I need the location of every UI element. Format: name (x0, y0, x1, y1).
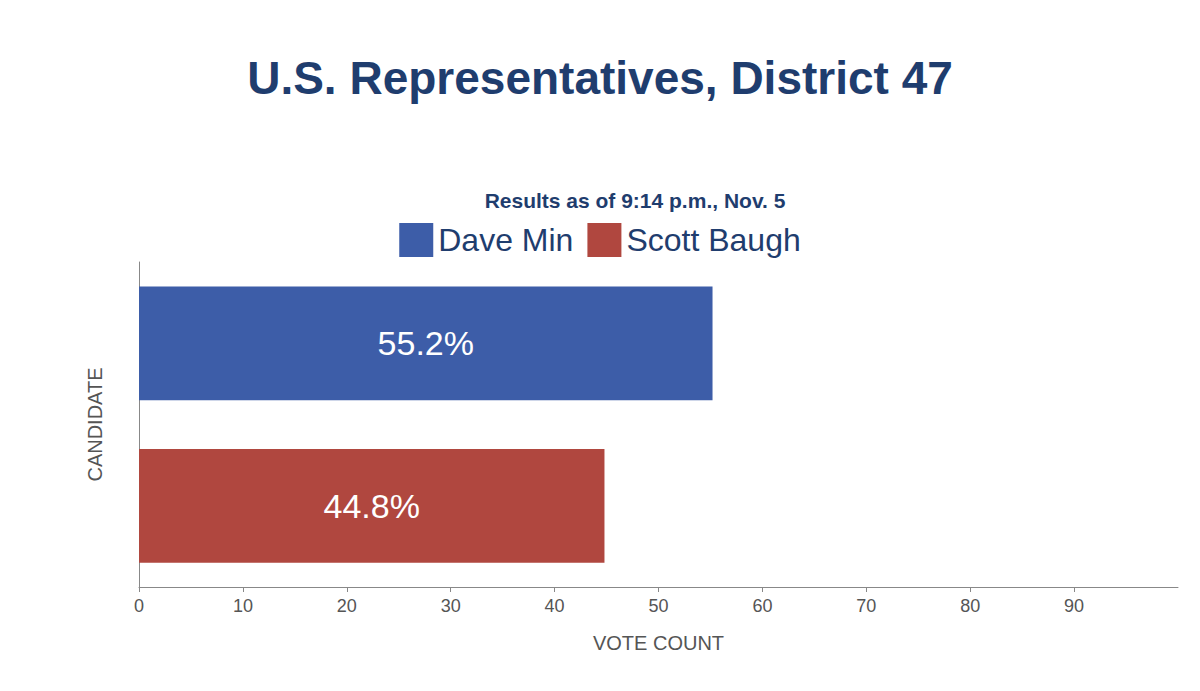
svg-text:10: 10 (233, 596, 253, 616)
svg-text:90: 90 (1064, 596, 1084, 616)
svg-text:70: 70 (856, 596, 876, 616)
svg-text:VOTE COUNT: VOTE COUNT (593, 632, 724, 654)
svg-text:Scott Baugh: Scott Baugh (626, 222, 800, 258)
svg-text:Dave Min: Dave Min (438, 222, 573, 258)
svg-text:0: 0 (134, 596, 144, 616)
svg-text:CANDIDATE: CANDIDATE (84, 367, 106, 481)
svg-text:80: 80 (960, 596, 980, 616)
svg-text:U.S. Representatives, District: U.S. Representatives, District 47 (247, 52, 953, 104)
svg-text:44.8%: 44.8% (324, 487, 420, 525)
svg-text:20: 20 (337, 596, 357, 616)
svg-text:Results as of 9:14 p.m., Nov.: Results as of 9:14 p.m., Nov. 5 (485, 189, 786, 212)
svg-text:55.2%: 55.2% (378, 324, 474, 362)
svg-text:40: 40 (545, 596, 565, 616)
svg-text:30: 30 (441, 596, 461, 616)
svg-text:50: 50 (648, 596, 668, 616)
svg-text:60: 60 (752, 596, 772, 616)
